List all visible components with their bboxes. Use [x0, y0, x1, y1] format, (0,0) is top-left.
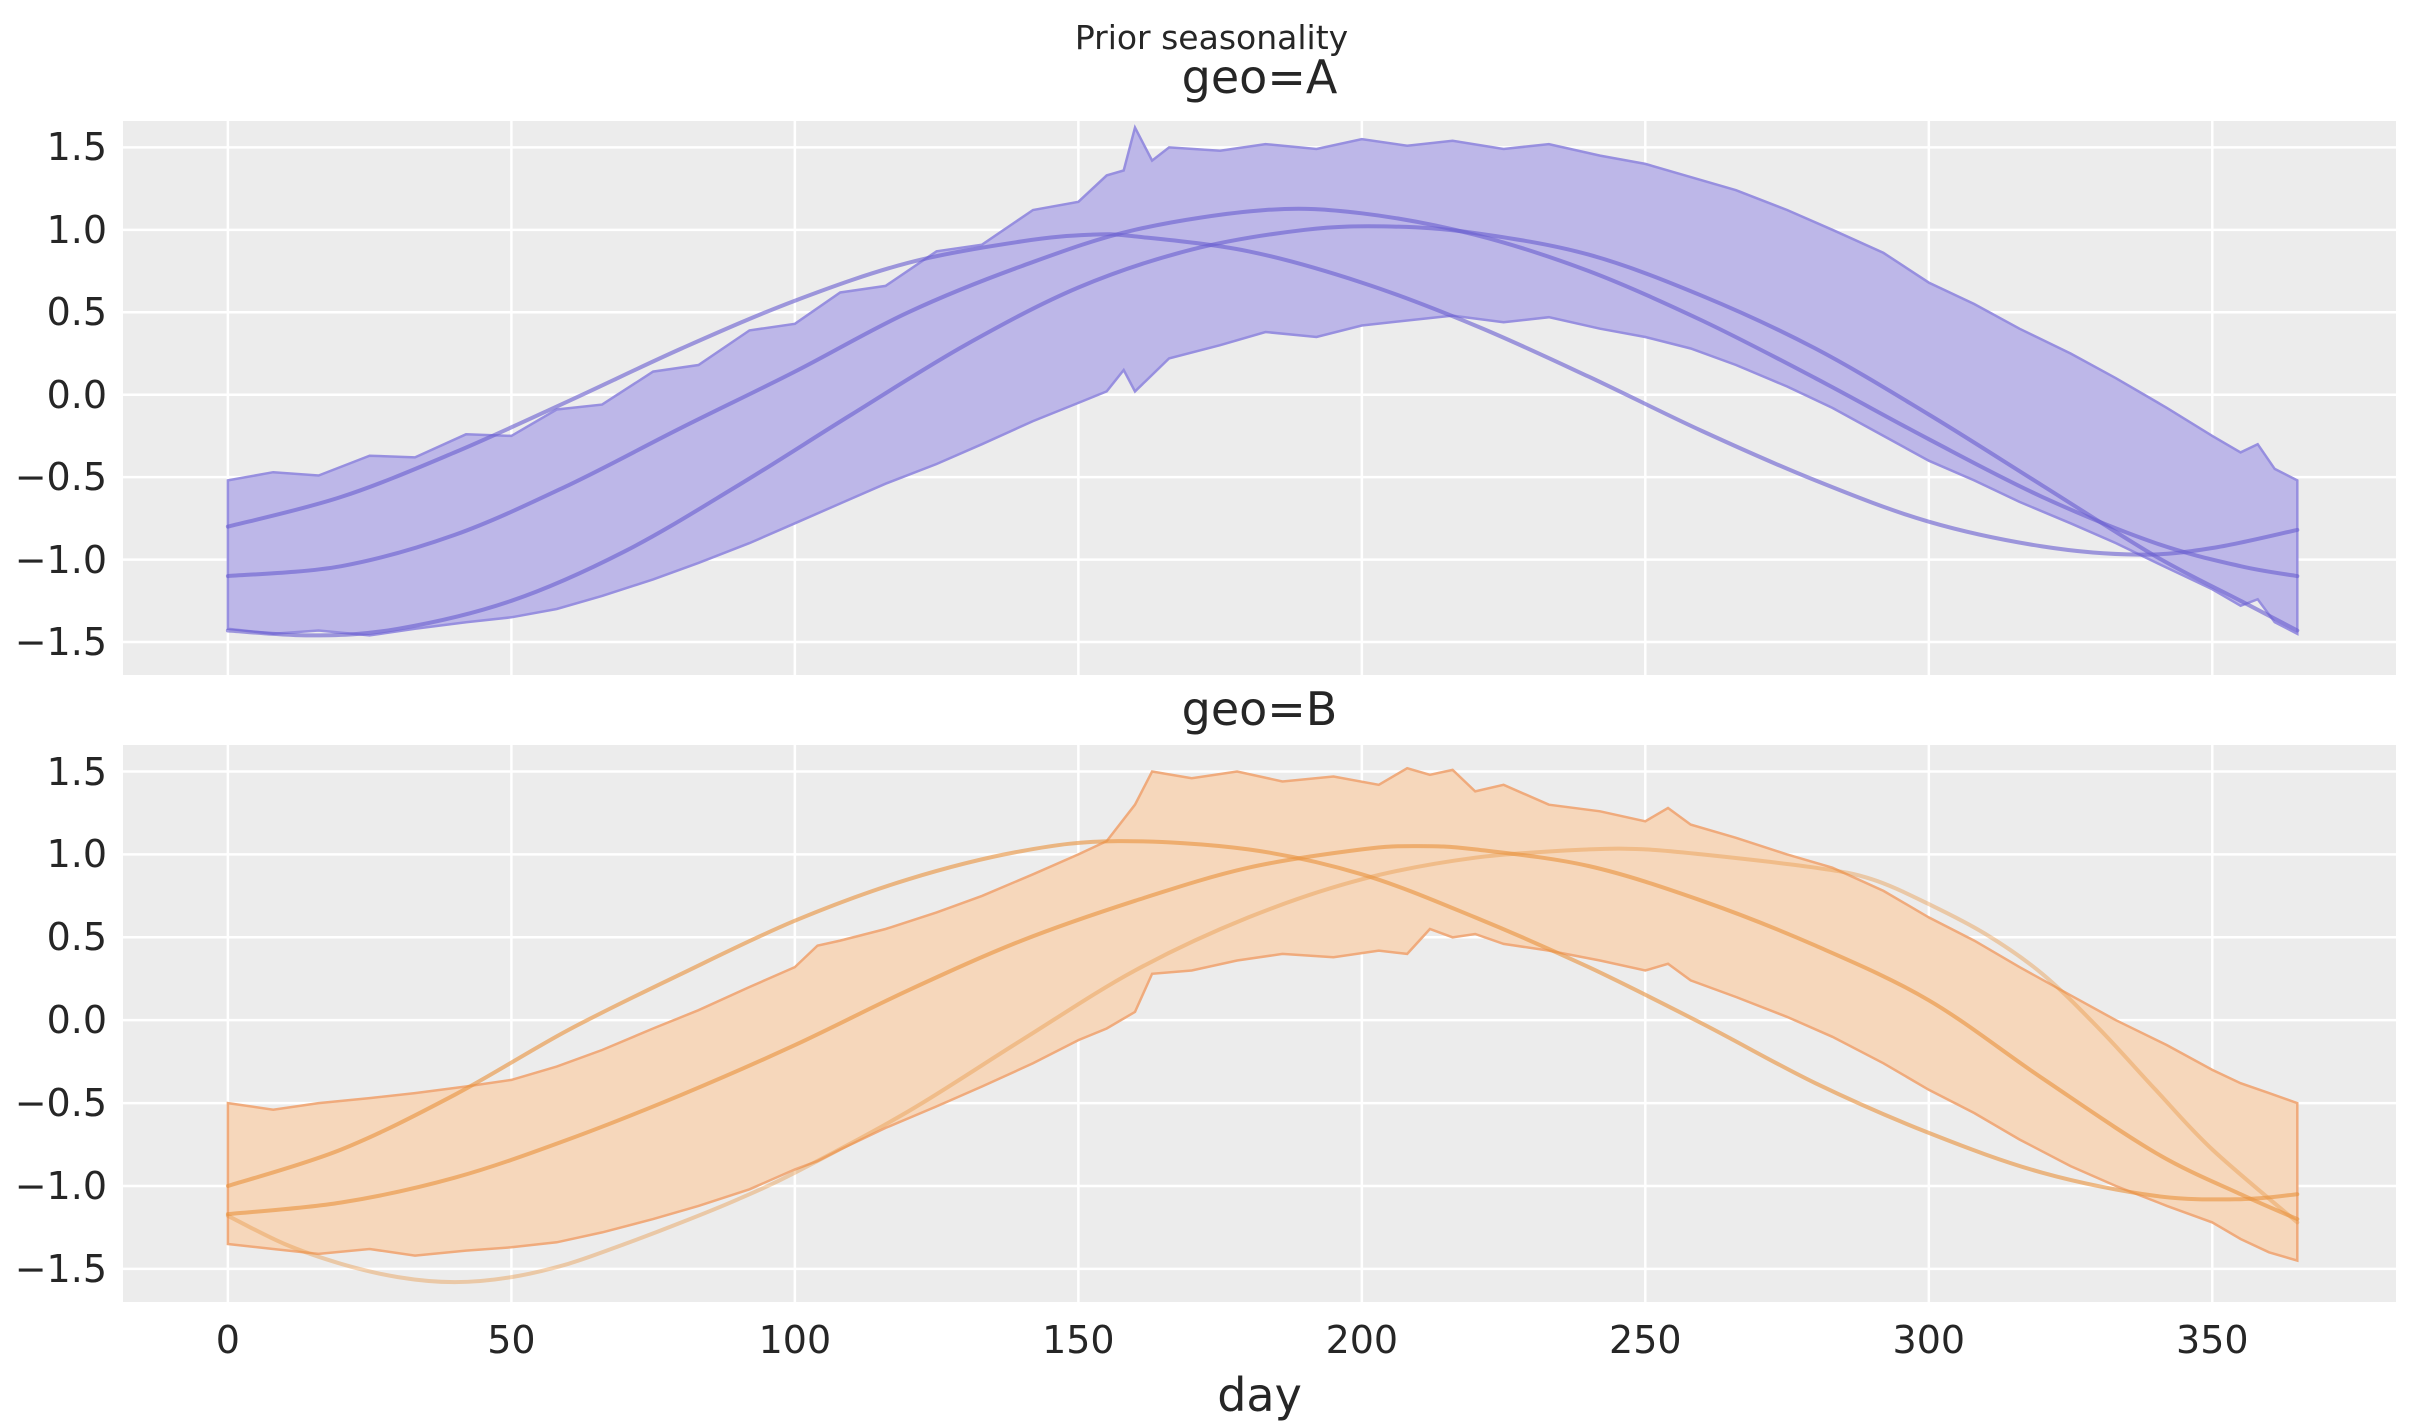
x-tick-label: 50	[487, 1318, 536, 1362]
sample-draw-3	[225, 846, 2300, 1285]
x-tick-label: 250	[1609, 1318, 1682, 1362]
uncertainty-band	[226, 124, 2299, 637]
y-tick-label: −1.5	[14, 1246, 107, 1291]
y-tick-label: 1.5	[46, 749, 107, 794]
x-tick-label: 150	[1042, 1318, 1115, 1362]
y-tick-label: 0.0	[46, 998, 107, 1043]
y-tick-label: −0.5	[14, 455, 107, 500]
panel-title-geo-a: geo=A	[1181, 50, 1338, 104]
y-tick-label: −1.5	[14, 620, 107, 665]
x-tick-label: 100	[758, 1318, 832, 1362]
sample-draw-3	[225, 224, 2300, 638]
sample-draw-1	[225, 232, 2300, 557]
y-tick-label: −1.0	[14, 537, 107, 582]
figure-suptitle: Prior seasonality	[1074, 18, 1349, 57]
x-axis-label: day	[1217, 1368, 1302, 1422]
uncertainty-band	[226, 766, 2299, 1263]
x-tick-label: 200	[1325, 1318, 1399, 1362]
y-tick-label: 0.0	[46, 372, 107, 417]
geo-a-plot	[123, 121, 2396, 675]
panel-title-geo-b: geo=B	[1181, 682, 1338, 736]
y-tick-label: −1.0	[14, 1163, 107, 1208]
sample-draw-1	[225, 839, 2300, 1202]
y-tick-label: 1.0	[46, 207, 107, 252]
y-tick-label: 0.5	[46, 290, 107, 335]
y-tick-label: 1.5	[46, 125, 107, 170]
sample-draw-2	[225, 844, 2300, 1222]
y-tick-label: 0.5	[46, 915, 107, 960]
x-tick-label: 300	[1892, 1318, 1966, 1362]
x-tick-label: 350	[2176, 1318, 2249, 1362]
x-tick-label: 0	[215, 1318, 240, 1362]
geo-b-plot	[123, 745, 2396, 1302]
sample-draw-2	[225, 206, 2300, 579]
y-tick-label: −0.5	[14, 1081, 107, 1126]
y-tick-label: 1.0	[46, 832, 107, 877]
